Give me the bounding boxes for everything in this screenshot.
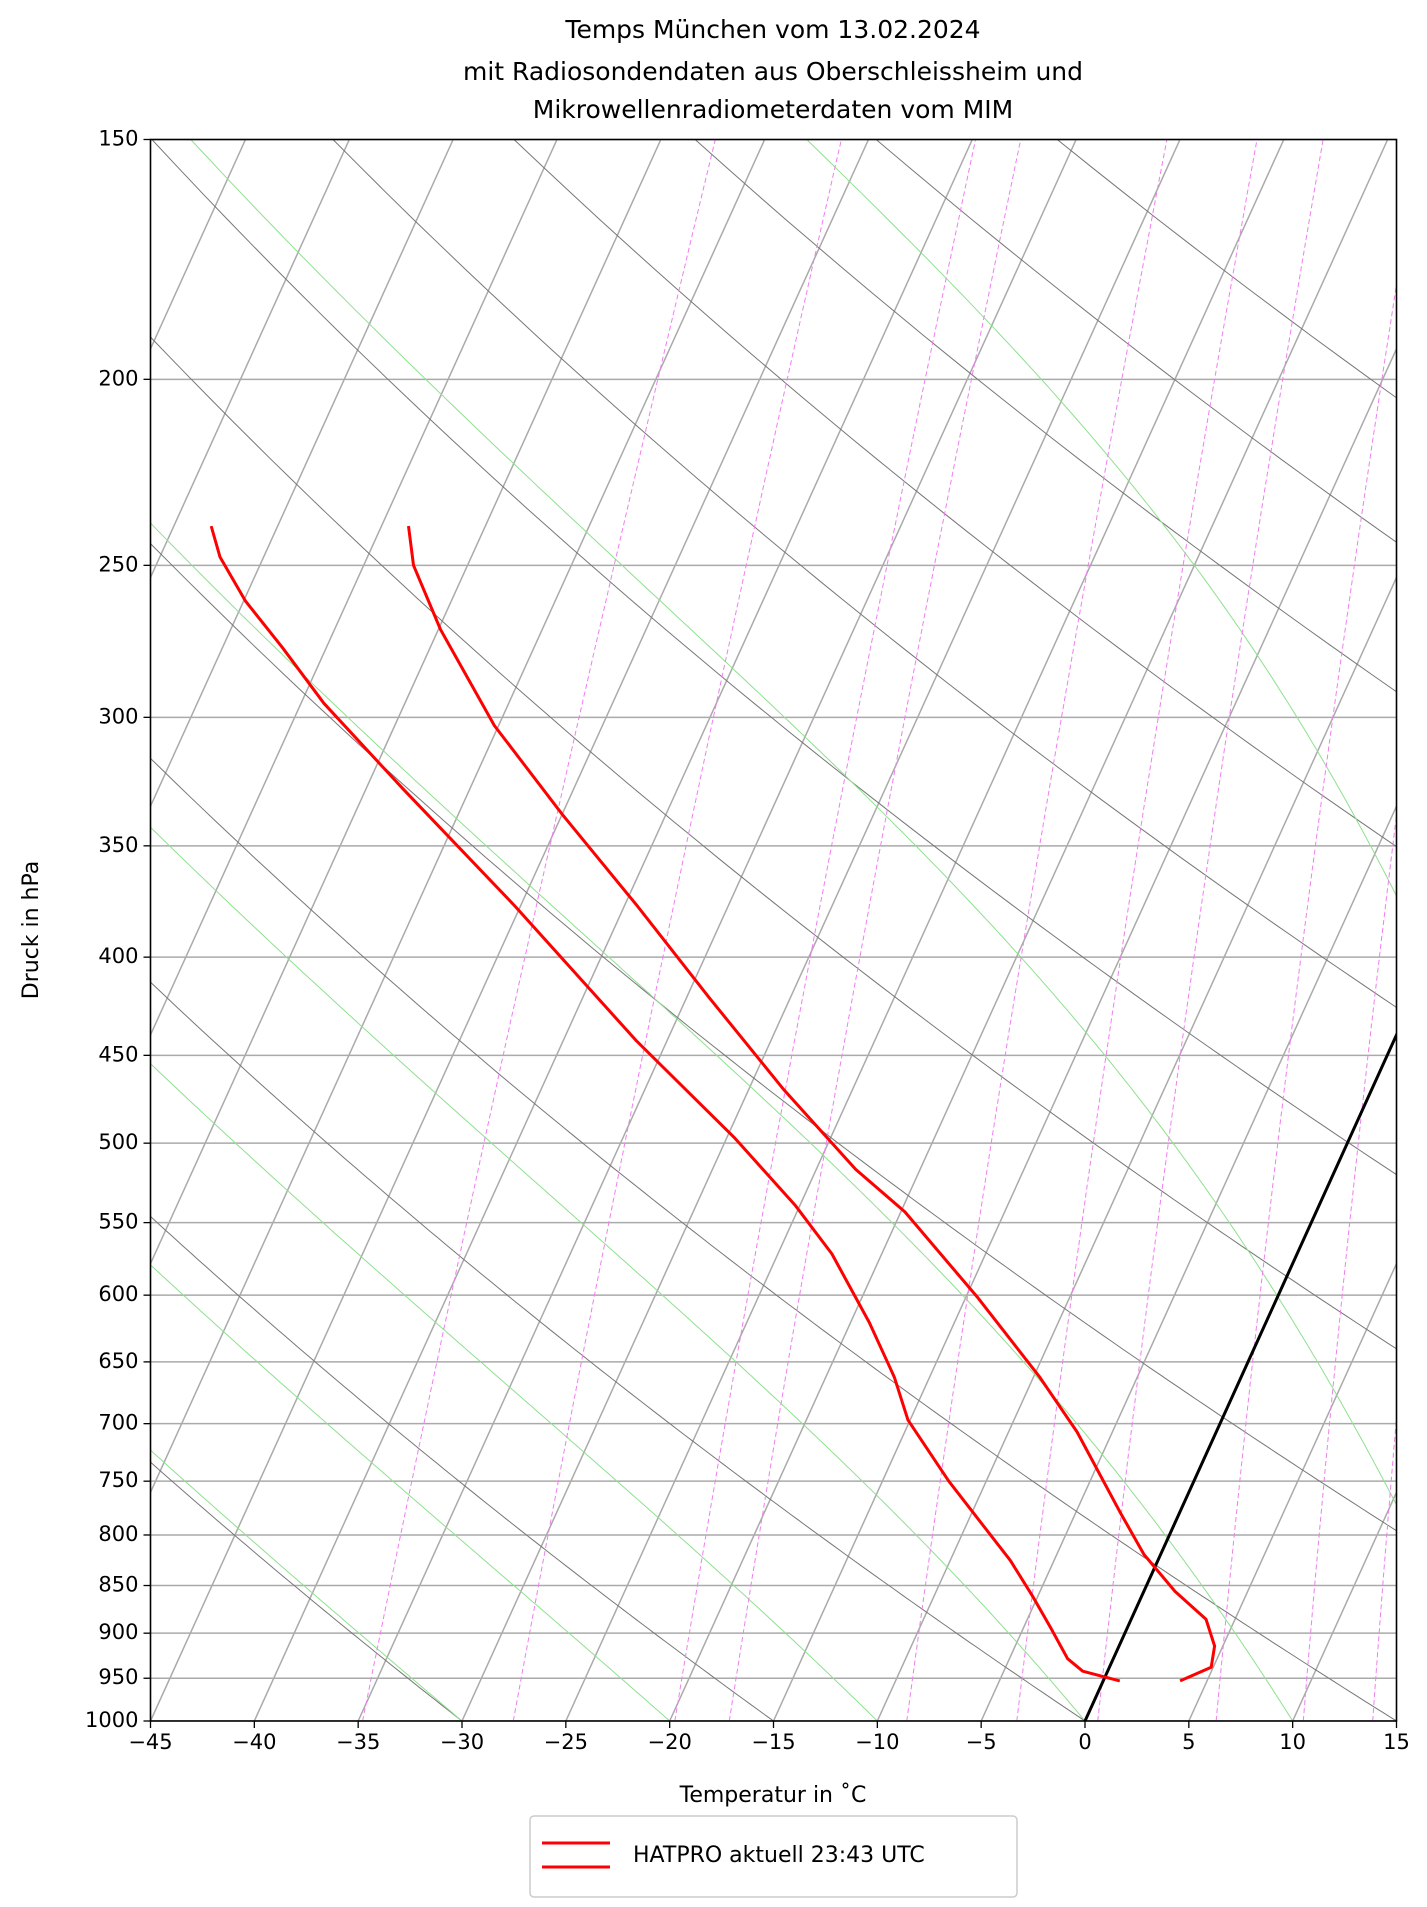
mixing-ratio-line	[728, 139, 1022, 1721]
dry-adiabat	[513, 139, 1397, 848]
dry-adiabat	[150, 757, 1397, 1721]
x-tick-label: −30	[440, 1730, 484, 1754]
mixing-ratio-line	[512, 139, 842, 1721]
x-tick-label: 5	[1182, 1730, 1195, 1754]
isotherm	[150, 139, 351, 580]
temperature-profile	[407, 525, 1217, 1683]
y-tick-label: 200	[98, 366, 138, 390]
isotherm	[565, 139, 1285, 1721]
isotherm	[150, 139, 454, 808]
dry-adiabat	[1056, 139, 1397, 399]
mixing-ratio-line	[1097, 139, 1324, 1721]
dry-adiabat	[150, 981, 1086, 1721]
x-tick-label: 0	[1078, 1730, 1091, 1754]
moist-adiabat	[150, 1449, 463, 1721]
dewpoint-profile	[209, 525, 1121, 1683]
x-tick-label: 10	[1279, 1730, 1306, 1754]
dry-adiabat	[150, 336, 1397, 1350]
isotherm	[357, 139, 1077, 1721]
axes: 1502002503003504004505005506006507007508…	[85, 127, 1410, 1755]
isotherm	[150, 139, 766, 1495]
moist-adiabat	[190, 139, 1397, 1506]
isotherm	[150, 139, 662, 1266]
isotherm	[1188, 1261, 1397, 1721]
moist-adiabat	[806, 139, 1397, 898]
x-tick-label: −20	[648, 1730, 692, 1754]
legend-items: HATPRO aktuell 23:43 UTC	[542, 1841, 925, 1869]
chart-subtitle: Mikrowellenradiometerdaten vom MIM	[533, 95, 1014, 124]
y-tick-label: 800	[98, 1522, 138, 1546]
moist-adiabat	[150, 1264, 671, 1721]
y-tick-label: 400	[98, 944, 138, 968]
plot-area	[150, 139, 1397, 1721]
isotherm	[150, 139, 558, 1037]
y-tick-label: 650	[98, 1349, 138, 1373]
dry-adiabat	[332, 139, 1397, 1009]
legend-label: HATPRO aktuell 23:43 UTC	[633, 1843, 925, 1868]
mixing-ratio-line	[1016, 139, 1258, 1721]
x-tick-label: −5	[966, 1730, 997, 1754]
y-tick-label: 450	[98, 1042, 138, 1066]
x-tick-label: −45	[128, 1730, 172, 1754]
y-tick-label: 1000	[85, 1708, 138, 1732]
y-tick-label: 700	[98, 1411, 138, 1435]
y-tick-label: 350	[98, 833, 138, 857]
mixing-ratio-line	[1372, 1412, 1397, 1721]
dry-adiabat	[875, 139, 1397, 543]
y-tick-label: 900	[98, 1620, 138, 1644]
mixing-ratio-line	[1302, 811, 1397, 1721]
isotherm	[1291, 1490, 1397, 1721]
x-tick-label: −40	[232, 1730, 276, 1754]
y-tick-label: 600	[98, 1282, 138, 1306]
isotherm	[253, 139, 974, 1721]
highlight-isotherm	[1083, 1031, 1397, 1721]
x-tick-label: −15	[751, 1730, 795, 1754]
dry-adiabat	[151, 139, 1397, 1176]
isotherm	[980, 804, 1397, 1721]
moist-adiabat	[150, 826, 1086, 1721]
plot-frame	[149, 138, 1398, 1722]
moist-adiabat	[150, 522, 1294, 1721]
y-tick-label: 750	[98, 1468, 138, 1492]
y-tick-label: 250	[98, 552, 138, 576]
moist-adiabat	[150, 1062, 878, 1721]
y-tick-label: 500	[98, 1130, 138, 1154]
x-axis-label: Temperatur in ˚C	[679, 1783, 867, 1808]
isotherm	[772, 346, 1397, 1721]
x-tick-label: −35	[336, 1730, 380, 1754]
y-tick-label: 150	[98, 127, 138, 151]
mixing-ratio-line	[674, 139, 977, 1721]
chart-title: Temps München vom 13.02.2024	[564, 15, 980, 44]
dry-adiabat	[150, 542, 1397, 1532]
isotherm	[876, 575, 1397, 1721]
x-tick-label: −25	[544, 1730, 588, 1754]
mixing-ratio-line	[1215, 281, 1397, 1721]
y-axis-label: Druck in hPa	[19, 861, 44, 1000]
dry-adiabat	[694, 139, 1397, 693]
y-tick-label: 300	[98, 704, 138, 728]
x-tick-label: −10	[855, 1730, 899, 1754]
isotherm	[1084, 1033, 1397, 1721]
mixing-ratio-line	[906, 139, 1168, 1721]
y-tick-label: 950	[98, 1665, 138, 1689]
chart-subtitle: mit Radiosondendaten aus Oberschleisshei…	[463, 57, 1083, 86]
x-tick-label: 15	[1383, 1730, 1410, 1754]
dry-adiabat	[150, 1461, 463, 1721]
isotherm	[461, 139, 1181, 1721]
y-tick-label: 850	[98, 1573, 138, 1597]
isotherm	[1395, 1719, 1397, 1721]
isotherm	[150, 139, 870, 1721]
legend	[529, 1815, 1018, 1898]
isotherm	[668, 139, 1389, 1721]
y-tick-label: 550	[98, 1210, 138, 1234]
mixing-ratio-line	[362, 139, 716, 1721]
dry-adiabat	[150, 1215, 774, 1721]
